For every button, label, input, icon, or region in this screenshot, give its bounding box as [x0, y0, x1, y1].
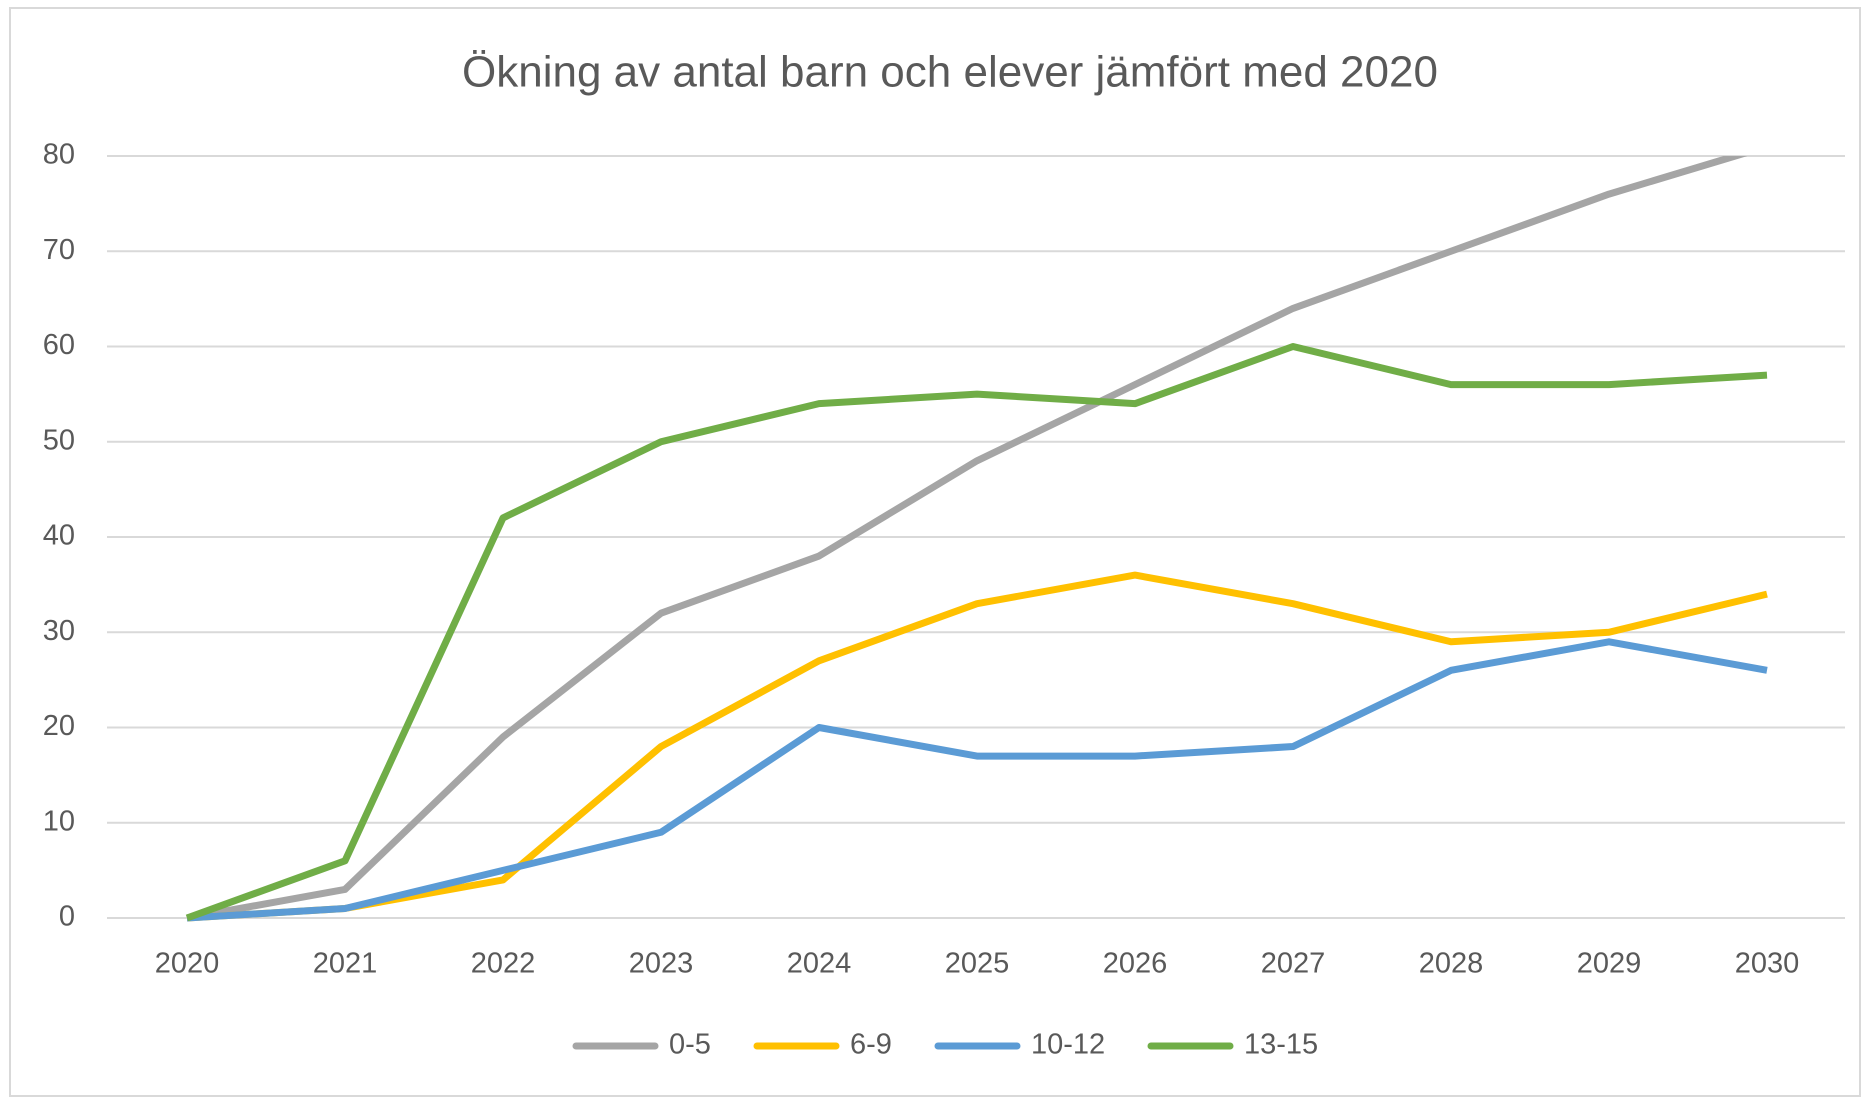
plot-area — [185, 156, 1768, 922]
x-tick-label: 2026 — [1103, 948, 1168, 980]
series-line — [186, 638, 1768, 922]
x-tick-label: 2030 — [1735, 948, 1800, 980]
x-tick-label: 2025 — [945, 948, 1010, 980]
series-line — [185, 343, 1768, 922]
x-tick-label: 2028 — [1419, 948, 1484, 980]
series-line — [186, 571, 1768, 922]
y-tick-label: 50 — [43, 424, 75, 456]
x-tick-label: 2029 — [1577, 948, 1642, 980]
x-tick-label: 2024 — [787, 948, 852, 980]
legend-label: 6-9 — [850, 1029, 892, 1061]
legend-label: 13-15 — [1244, 1029, 1318, 1061]
y-tick-label: 80 — [43, 139, 75, 171]
legend-label: 0-5 — [669, 1029, 711, 1061]
y-tick-label: 20 — [43, 710, 75, 742]
x-tick-label: 2027 — [1261, 948, 1326, 980]
chart-frame — [9, 7, 1861, 1097]
x-tick-label: 2023 — [629, 948, 694, 980]
chart-title: Ökning av antal barn och elever jämfört … — [462, 48, 1438, 97]
y-tick-label: 0 — [59, 901, 75, 933]
x-tick-label: 2022 — [471, 948, 536, 980]
y-tick-label: 10 — [43, 805, 75, 837]
y-tick-label: 60 — [43, 329, 75, 361]
y-tick-label: 70 — [43, 234, 75, 266]
x-tick-label: 2021 — [313, 948, 378, 980]
x-tick-label: 2020 — [155, 948, 220, 980]
y-tick-label: 30 — [43, 615, 75, 647]
legend-label: 10-12 — [1031, 1029, 1105, 1061]
y-tick-label: 40 — [43, 520, 75, 552]
series-line — [186, 156, 1748, 922]
